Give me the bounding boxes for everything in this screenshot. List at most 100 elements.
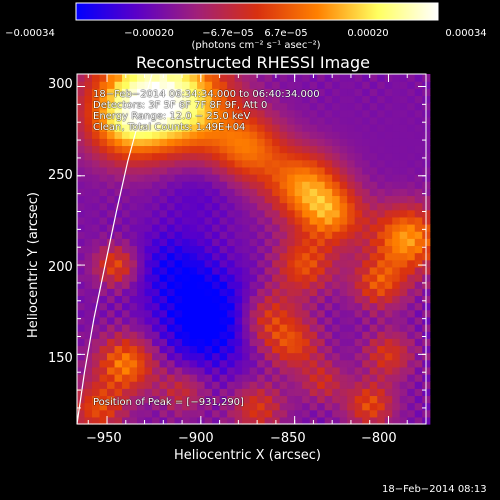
heatmap-cell <box>317 302 326 311</box>
heatmap-cell <box>204 259 213 268</box>
heatmap-cell <box>159 245 168 254</box>
heatmap-cell <box>227 181 236 189</box>
heatmap-cell <box>332 302 341 311</box>
heatmap-cell <box>324 402 333 411</box>
heatmap-cell <box>99 288 108 297</box>
heatmap-cell <box>234 324 243 332</box>
heatmap-cell <box>219 188 228 197</box>
heatmap-cell <box>354 252 363 261</box>
heatmap-cell <box>204 174 213 182</box>
heatmap-cell <box>377 209 386 218</box>
heatmap-cell <box>324 259 333 268</box>
heatmap-cell <box>189 331 198 339</box>
heatmap-cell <box>324 409 333 418</box>
heatmap-cell <box>354 145 363 154</box>
heatmap-cell <box>332 252 341 261</box>
heatmap-cell <box>257 281 266 289</box>
heatmap-cell <box>257 245 266 254</box>
heatmap-cell <box>144 395 153 404</box>
heatmap-cell <box>159 266 168 275</box>
heatmap-cell <box>362 166 371 175</box>
heatmap-cell <box>227 316 236 325</box>
heatmap-cell <box>414 116 423 125</box>
heatmap-cell <box>182 288 191 297</box>
heatmap-cell <box>77 416 86 425</box>
heatmap-cell <box>332 295 341 304</box>
heatmap-cell <box>324 366 333 375</box>
heatmap-cell <box>279 274 288 282</box>
heatmap-cell <box>174 195 183 204</box>
heatmap-cell <box>137 359 146 368</box>
heatmap-cell <box>99 74 108 82</box>
heatmap-cell <box>99 331 108 339</box>
heatmap-cell <box>129 138 138 147</box>
heatmap-cell <box>249 366 258 375</box>
heatmap-cell <box>384 159 393 168</box>
heatmap-cell <box>257 152 266 161</box>
heatmap-cell <box>347 138 356 147</box>
heatmap-cell <box>137 238 146 247</box>
heatmap-cell <box>407 309 416 318</box>
heatmap-cell <box>362 216 371 225</box>
heatmap-cell <box>309 252 318 261</box>
heatmap-cell <box>242 174 251 182</box>
heatmap-cell <box>347 281 356 289</box>
heatmap-cell <box>204 288 213 297</box>
heatmap-cell <box>272 381 281 389</box>
heatmap-cell <box>264 116 273 125</box>
heatmap-cell <box>152 124 161 132</box>
heatmap-cell <box>257 195 266 204</box>
heatmap-cell <box>324 288 333 297</box>
heatmap-cell <box>77 238 86 247</box>
heatmap-cell <box>234 109 243 118</box>
heatmap-cell <box>302 359 311 368</box>
heatmap-cell <box>77 366 86 375</box>
colorbar-tick-0: −0.00034 <box>5 28 55 39</box>
heatmap-cell <box>129 388 138 397</box>
heatmap-cell <box>407 81 416 89</box>
colorbar-tick-5: 0.00034 <box>445 28 487 39</box>
heatmap-cell <box>347 116 356 125</box>
heatmap-cell <box>272 359 281 368</box>
heatmap-cell <box>219 352 228 361</box>
heatmap-cell <box>144 324 153 332</box>
heatmap-cell <box>399 374 408 382</box>
heatmap-cell <box>77 88 86 97</box>
heatmap-cell <box>234 138 243 147</box>
heatmap-cell <box>324 152 333 161</box>
heatmap-cell <box>414 409 423 418</box>
heatmap-cell <box>242 331 251 339</box>
heatmap-cell <box>159 209 168 218</box>
heatmap-cell <box>234 81 243 89</box>
heatmap-cell <box>377 174 386 182</box>
heatmap-cell <box>122 295 131 304</box>
heatmap-cell <box>167 166 176 175</box>
heatmap-cell <box>152 409 161 418</box>
heatmap-cell <box>144 288 153 297</box>
heatmap-cell <box>234 374 243 382</box>
heatmap-cell <box>114 381 123 389</box>
heatmap-cell <box>399 159 408 168</box>
heatmap-cell <box>414 145 423 154</box>
heatmap-cell <box>317 252 326 261</box>
heatmap-cell <box>77 252 86 261</box>
heatmap-cell <box>212 381 221 389</box>
heatmap-cell <box>129 195 138 204</box>
y-tick-label-200: 200 <box>48 260 73 275</box>
heatmap-cell <box>407 338 416 347</box>
heatmap-cell <box>414 352 423 361</box>
heatmap-cell <box>152 95 161 104</box>
heatmap-cell <box>242 124 251 132</box>
heatmap-cell <box>294 352 303 361</box>
heatmap-cell <box>92 324 101 332</box>
heatmap-cell <box>122 95 131 104</box>
heatmap-cell <box>189 316 198 325</box>
heatmap-cell <box>369 116 378 125</box>
heatmap-cell <box>332 131 341 139</box>
heatmap-cell <box>392 331 401 339</box>
heatmap-cell <box>339 166 348 175</box>
heatmap-cell <box>189 109 198 118</box>
heatmap-cell <box>84 188 93 197</box>
heatmap-cell <box>197 345 206 354</box>
heatmap-cell <box>122 259 131 268</box>
